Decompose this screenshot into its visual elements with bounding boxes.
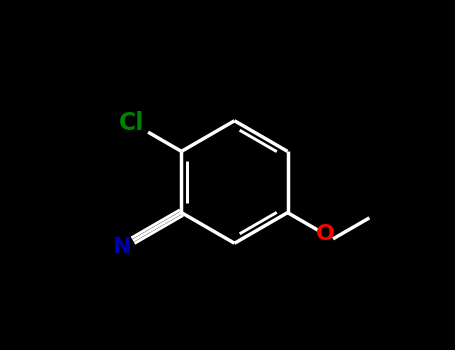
Text: N: N — [113, 237, 131, 257]
Text: Cl: Cl — [119, 111, 144, 134]
Text: O: O — [316, 224, 335, 245]
